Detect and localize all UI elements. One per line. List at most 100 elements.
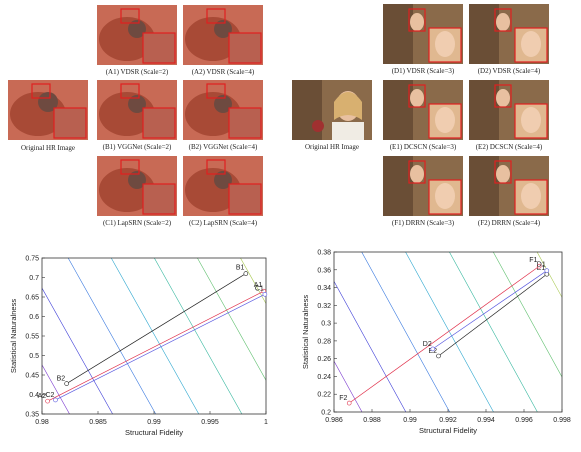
caption-E1: (E1) DCSCN (Scale=3) <box>389 143 457 151</box>
y-tick-label: 0.35 <box>25 412 39 419</box>
caption-E2: (E2) DCSCN (Scale=4) <box>475 143 543 151</box>
x-axis-label: Structural Fidelity <box>419 426 477 435</box>
contour-line <box>154 258 243 414</box>
y-axis-label: Statistical Naturalness <box>9 299 18 373</box>
y-tick-label: 0.36 <box>317 267 331 274</box>
y-tick-label: 0.55 <box>25 334 39 341</box>
point-label-A1: A1 <box>254 282 263 289</box>
thumb-E1 <box>383 80 463 140</box>
thumb-D2 <box>469 4 549 64</box>
series-line <box>438 273 548 357</box>
point-marker-C1 <box>262 291 268 297</box>
point-label-D2: D2 <box>423 341 432 348</box>
point-marker-D2 <box>430 346 436 352</box>
original-caption-left: Original HR Image <box>20 144 76 152</box>
y-tick-label: 0.24 <box>317 374 331 381</box>
thumb-E2 <box>469 80 549 140</box>
y-axis-label: Statistical Naturalness <box>301 295 310 369</box>
point-label-F1: F1 <box>529 257 537 264</box>
y-tick-label: 0.45 <box>25 373 39 380</box>
y-tick-label: 0.75 <box>25 256 39 263</box>
point-label-A2: A2 <box>38 393 47 400</box>
original-orangutan-image <box>8 80 88 140</box>
plot-frame <box>41 257 267 415</box>
y-tick-label: 0.3 <box>321 321 331 328</box>
point-label-F2: F2 <box>339 395 347 402</box>
thumb-C1 <box>97 156 177 216</box>
original-caption-right: Original HR Image <box>304 143 360 151</box>
point-marker-C2 <box>53 397 58 403</box>
series-line <box>55 293 266 401</box>
series-line <box>66 273 247 384</box>
x-tick-label: 0.985 <box>89 419 107 426</box>
contour-lines <box>42 258 266 414</box>
point-label-D1: D1 <box>537 262 546 269</box>
point-label-E1: E1 <box>537 265 546 272</box>
thumb-F1 <box>383 156 463 216</box>
caption-A2: (A2) VDSR (Scale=4) <box>191 68 255 76</box>
caption-B1: (B1) VGGNet (Scale=2) <box>102 143 172 151</box>
y-tick-label: 0.4 <box>29 392 39 399</box>
original-woman-image <box>292 80 372 140</box>
x-tick-label: 0.998 <box>553 417 571 424</box>
contour-line <box>405 252 494 412</box>
chart-left: 0.98 0.985 0.99 0.995 1 0.35 0.4 0.45 0.5 0.55 0.6… <box>9 256 268 438</box>
thumb-F2 <box>469 156 549 216</box>
point-marker-B2 <box>64 381 69 386</box>
x-tick-label: 0.992 <box>439 417 457 424</box>
contour-line <box>334 280 407 412</box>
caption-D1: (D1) VDSR (Scale=3) <box>391 67 455 75</box>
point-marker-B1 <box>243 271 249 276</box>
y-tick-label: 0.26 <box>317 356 331 363</box>
y-tick-label: 0.5 <box>29 353 39 360</box>
contour-lines <box>334 252 562 412</box>
point-marker-F2 <box>346 400 352 406</box>
y-tick-label: 0.7 <box>29 275 39 282</box>
y-tick-label: 0.32 <box>317 303 331 310</box>
thumb-A2 <box>183 5 263 65</box>
contour-line <box>361 252 451 412</box>
chart-right: 0.986 0.988 0.99 0.992 0.994 0.996 0.998 0.2 0.2… <box>301 250 571 436</box>
x-tick-label: 0.98 <box>35 419 49 426</box>
y-tick-label: 0.22 <box>317 392 331 399</box>
point-marker-E2 <box>436 353 441 359</box>
x-axis-label: Structural Fidelity <box>125 428 183 437</box>
contour-line <box>449 252 538 412</box>
x-tick-label: 0.988 <box>363 417 381 424</box>
point-marker-F1 <box>536 263 542 269</box>
contour-line <box>42 287 113 414</box>
thumb-A1 <box>97 5 177 65</box>
y-tick-label: 0.34 <box>317 285 331 292</box>
x-tick-label: 0.986 <box>325 417 343 424</box>
point-label-C2: C2 <box>45 392 54 399</box>
caption-D2: (D2) VDSR (Scale=4) <box>477 67 541 75</box>
thumb-B1 <box>97 80 177 140</box>
y-tick-label: 0.28 <box>317 338 331 345</box>
series-line <box>348 265 540 404</box>
y-tick-label: 0.6 <box>29 314 39 321</box>
caption-A1: (A1) VDSR (Scale=2) <box>105 68 169 76</box>
caption-F2: (F2) DRRN (Scale=4) <box>477 219 541 227</box>
series-line <box>432 270 547 350</box>
point-marker-A2 <box>45 398 50 404</box>
contour-line <box>492 252 562 378</box>
point-marker-D1 <box>544 268 550 273</box>
point-label-B2: B2 <box>57 376 66 383</box>
caption-C2: (C2) LapSRN (Scale=4) <box>188 219 258 227</box>
point-label-C1: C1 <box>255 285 264 292</box>
x-tick-label: 0.996 <box>515 417 533 424</box>
y-tick-label: 0.2 <box>321 410 331 417</box>
x-tick-label: 0.994 <box>477 417 495 424</box>
x-tick-label: 0.995 <box>201 419 219 426</box>
x-tick-label: 1 <box>264 419 268 426</box>
caption-F1: (F1) DRRN (Scale=3) <box>391 219 455 227</box>
contour-line <box>67 258 157 414</box>
y-tick-label: 0.38 <box>317 250 331 257</box>
point-label-B1: B1 <box>236 265 245 272</box>
thumb-B2 <box>183 80 263 140</box>
contour-line <box>110 258 200 414</box>
thumb-C2 <box>183 156 263 216</box>
contour-line <box>197 258 266 381</box>
caption-C1: (C1) LapSRN (Scale=2) <box>102 219 172 227</box>
y-tick-label: 0.65 <box>25 295 39 302</box>
